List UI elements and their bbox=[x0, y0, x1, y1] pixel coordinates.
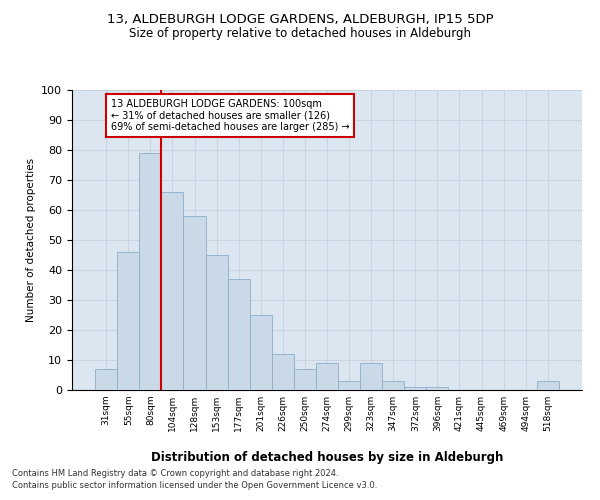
Bar bbox=[427, 387, 448, 390]
Y-axis label: Number of detached properties: Number of detached properties bbox=[26, 158, 36, 322]
Bar bbox=[360, 363, 382, 390]
Text: Contains public sector information licensed under the Open Government Licence v3: Contains public sector information licen… bbox=[12, 481, 377, 490]
Bar bbox=[184, 216, 206, 390]
Bar bbox=[537, 381, 559, 390]
Bar bbox=[206, 255, 227, 390]
Bar bbox=[227, 279, 250, 390]
Bar bbox=[139, 153, 161, 390]
Bar bbox=[382, 381, 404, 390]
Text: Contains HM Land Registry data © Crown copyright and database right 2024.: Contains HM Land Registry data © Crown c… bbox=[12, 468, 338, 477]
Text: 13, ALDEBURGH LODGE GARDENS, ALDEBURGH, IP15 5DP: 13, ALDEBURGH LODGE GARDENS, ALDEBURGH, … bbox=[107, 12, 493, 26]
Text: Size of property relative to detached houses in Aldeburgh: Size of property relative to detached ho… bbox=[129, 28, 471, 40]
Bar bbox=[272, 354, 294, 390]
Bar bbox=[117, 252, 139, 390]
Text: 13 ALDEBURGH LODGE GARDENS: 100sqm
← 31% of detached houses are smaller (126)
69: 13 ALDEBURGH LODGE GARDENS: 100sqm ← 31%… bbox=[110, 99, 349, 132]
Bar bbox=[294, 369, 316, 390]
Bar bbox=[404, 387, 427, 390]
Bar bbox=[161, 192, 184, 390]
Text: Distribution of detached houses by size in Aldeburgh: Distribution of detached houses by size … bbox=[151, 451, 503, 464]
Bar bbox=[316, 363, 338, 390]
Bar bbox=[250, 315, 272, 390]
Bar bbox=[95, 369, 117, 390]
Bar bbox=[338, 381, 360, 390]
